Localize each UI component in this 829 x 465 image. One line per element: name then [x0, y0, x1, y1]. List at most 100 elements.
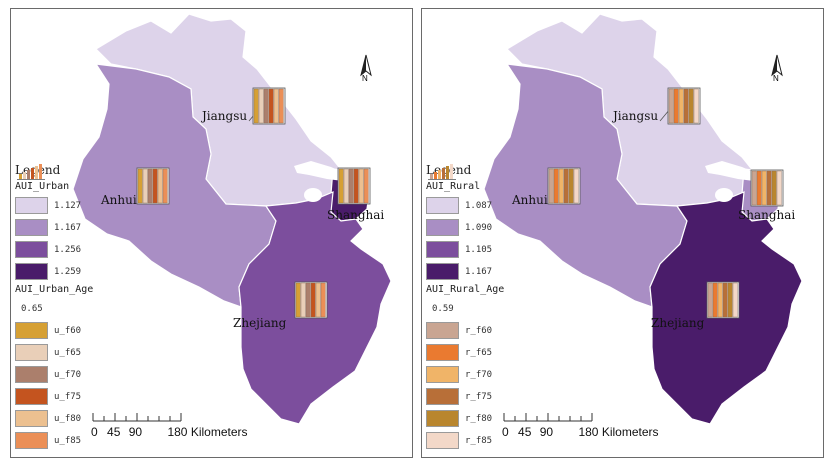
- age-bar-r_f85: [693, 88, 699, 124]
- age-bar-r_f65: [553, 168, 559, 204]
- north-label: N: [773, 74, 779, 83]
- legend-age-row: u_f75: [15, 387, 105, 406]
- legend-age-row: u_f65: [15, 343, 105, 362]
- label-anhui: Anhui: [512, 193, 548, 207]
- age-bar-r_f75: [563, 168, 569, 204]
- age-chart-shanghai: [337, 167, 371, 205]
- legend: Legend AUI_Rural 1.087 1.090 1.105 1.167…: [426, 163, 516, 453]
- legend-swatch: [426, 197, 459, 214]
- legend-age-field: AUI_Urban_Age: [15, 284, 94, 295]
- scale-bar-graphic: [503, 413, 593, 422]
- legend-age-row: r_f75: [426, 387, 516, 406]
- yangtze-estuary: [294, 161, 347, 181]
- north-label: N: [362, 74, 368, 83]
- age-bar-u_f85: [363, 168, 369, 204]
- label-anhui: Anhui: [101, 193, 137, 207]
- legend-age-row: u_f60: [15, 321, 105, 340]
- age-bar-u_f75: [353, 168, 359, 204]
- legend-age-row: u_f70: [15, 365, 105, 384]
- age-bar-r_f75: [722, 282, 728, 318]
- legend-class-label: 1.127: [54, 200, 82, 211]
- age-bar-u_f60: [253, 88, 259, 124]
- legend-swatch: [426, 219, 459, 236]
- north-arrow: N: [356, 53, 376, 87]
- legend-age-label: u_f75: [54, 391, 82, 402]
- north-arrow-icon: [771, 54, 783, 77]
- age-scale-icon: [17, 164, 45, 180]
- legend-class-row: 1.127: [15, 196, 105, 215]
- legend-swatch: [426, 263, 459, 280]
- legend-age-label: u_f65: [54, 347, 82, 358]
- legend-class-row: 1.259: [15, 262, 105, 281]
- map-panel-urban: Jiangsu Anhui Shanghai Zhejiang N Legend…: [10, 8, 413, 458]
- scale-tick-180: 180: [167, 425, 188, 439]
- age-bar-u_f65: [142, 168, 148, 204]
- legend-class-row: 1.167: [426, 262, 516, 281]
- age-bar-u_f65: [343, 168, 349, 204]
- age-bar-u_f60: [295, 282, 301, 318]
- yangtze-estuary: [705, 161, 758, 181]
- north-arrow-icon: [360, 54, 372, 77]
- age-bar-r_f65: [712, 282, 718, 318]
- age-bar-r_f65: [756, 170, 762, 206]
- age-bar-u_f60: [338, 168, 344, 204]
- age-bar-r_f60: [707, 282, 713, 318]
- age-bar-u_f65: [300, 282, 306, 318]
- legend-class-label: 1.259: [54, 266, 82, 277]
- legend-age-swatch: [426, 322, 459, 339]
- label-zhejiang: Zhejiang: [233, 316, 287, 330]
- legend-age-label: u_f80: [54, 413, 82, 424]
- legend-age-label: r_f75: [465, 391, 493, 402]
- age-bar-r_f85: [732, 282, 738, 318]
- age-chart-anhui: [547, 167, 581, 205]
- scale-unit: Kilometers: [190, 425, 248, 439]
- age-bar-u_f65: [258, 88, 264, 124]
- legend-class-label: 1.256: [54, 244, 82, 255]
- legend-class-label: 1.167: [54, 222, 82, 233]
- age-bar-r_f75: [766, 170, 772, 206]
- age-bar-u_f75: [268, 88, 274, 124]
- age-bar-u_f75: [310, 282, 316, 318]
- age-chart-zhejiang: [706, 281, 740, 319]
- legend-class-label: 1.167: [465, 266, 493, 277]
- map-canvas: [72, 13, 392, 425]
- age-bar-r_f80: [568, 168, 574, 204]
- age-bar-r_f60: [548, 168, 554, 204]
- legend-swatch: [426, 241, 459, 258]
- age-bar-u_f80: [157, 168, 163, 204]
- scale-labels: 0 45 90 180 Kilometers: [502, 425, 659, 439]
- scale-tick-45: 45: [107, 425, 121, 439]
- age-bar-r_f70: [558, 168, 564, 204]
- legend: Legend AUI_Urban 1.127 1.167 1.256 1.259…: [15, 163, 105, 453]
- age-bar-r_f65: [673, 88, 679, 124]
- age-bar-u_f85: [278, 88, 284, 124]
- legend-age-row: u_f80: [15, 409, 105, 428]
- age-scale-icon: [428, 164, 456, 180]
- age-bar-u_f80: [273, 88, 279, 124]
- legend-class-row: 1.090: [426, 218, 516, 237]
- legend-swatch: [15, 263, 48, 280]
- legend-age-label: r_f85: [465, 435, 493, 446]
- age-chart-anhui: [136, 167, 170, 205]
- legend-age-row: r_f70: [426, 365, 516, 384]
- age-bar-u_f70: [348, 168, 354, 204]
- scale-tick-90: 90: [539, 425, 554, 439]
- age-bar-r_f70: [761, 170, 767, 206]
- legend-age-row: r_f65: [426, 343, 516, 362]
- legend-age-row: r_f80: [426, 409, 516, 428]
- age-chart-zhejiang: [294, 281, 328, 319]
- legend-age-value: 0.65: [21, 303, 43, 314]
- age-bar-u_f70: [263, 88, 269, 124]
- legend-age-swatch: [15, 366, 48, 383]
- scale-bar: 0 45 90 180 Kilometers: [91, 409, 291, 439]
- legend-age-swatch: [15, 410, 48, 427]
- legend-age-label: u_f60: [54, 325, 82, 336]
- scale-tick-45: 45: [518, 425, 532, 439]
- age-bar-u_f70: [147, 168, 153, 204]
- legend-age-swatch: [426, 410, 459, 427]
- age-bar-r_f70: [678, 88, 684, 124]
- legend-class-field: AUI_Rural: [426, 181, 481, 192]
- label-jiangsu: Jiangsu: [613, 109, 659, 123]
- legend-age-swatch: [426, 366, 459, 383]
- legend-age-label: r_f65: [465, 347, 493, 358]
